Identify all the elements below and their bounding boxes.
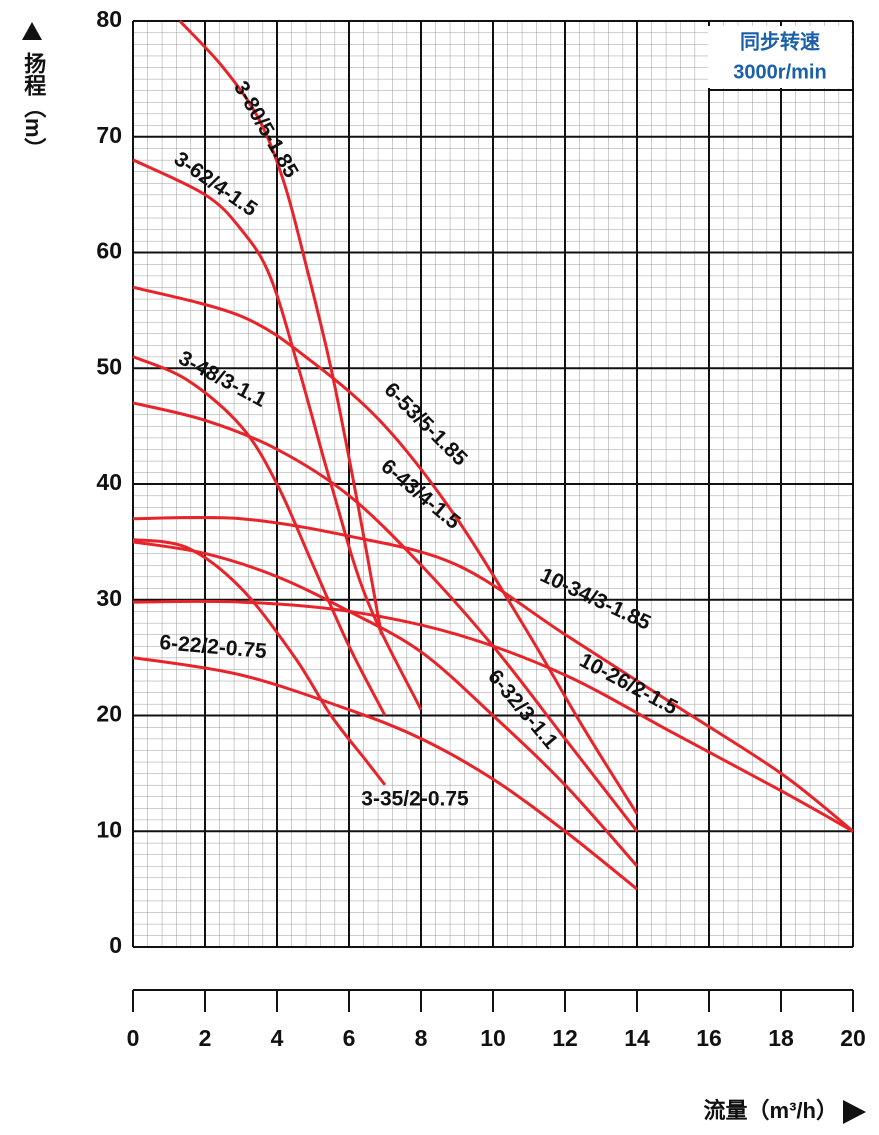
curve (132, 285, 639, 815)
curve (132, 515, 854, 833)
x-tick-label: 4 (271, 1025, 284, 1051)
annotation: 3000r/min (733, 61, 826, 83)
x-tick-label: 8 (415, 1025, 428, 1051)
x-tick-label: 2 (199, 1025, 212, 1051)
x-arrow (843, 1100, 866, 1124)
curve (132, 540, 639, 867)
y-tick-label: 40 (96, 469, 122, 495)
x-tick-label: 14 (624, 1025, 650, 1051)
y-tick-label: 30 (96, 585, 122, 611)
annotation: 同步转速 (740, 29, 820, 53)
curves (132, 19, 854, 891)
x-tick-label: 12 (552, 1025, 578, 1051)
x-tick-label: 0 (127, 1025, 140, 1051)
x-tick-label: 10 (480, 1025, 506, 1051)
y-tick-label: 20 (96, 701, 122, 727)
y-axis-label: 扬程（m） (21, 52, 46, 160)
y-tick-label: 0 (109, 932, 122, 958)
x-axis-label: 流量（m³/h） (704, 1098, 838, 1123)
curve (132, 538, 387, 786)
x-tick-label: 18 (768, 1025, 794, 1051)
x-tick-label: 20 (840, 1025, 866, 1051)
curve (132, 401, 639, 833)
y-tick-label: 70 (96, 122, 122, 148)
x-tick-label: 16 (696, 1025, 722, 1051)
curve (132, 158, 423, 711)
grid (132, 20, 854, 948)
y-tick-label: 80 (96, 6, 122, 32)
curve (132, 656, 638, 891)
x-tick-label: 6 (343, 1025, 356, 1051)
annotation-box (708, 26, 851, 88)
y-tick-label: 60 (96, 238, 122, 264)
curve (132, 355, 387, 717)
y-tick-label: 50 (96, 353, 122, 379)
y-arrow (22, 22, 42, 40)
y-tick-label: 10 (96, 816, 122, 842)
curve-label: 3-35/2-0.75 (361, 788, 469, 811)
curve (178, 19, 383, 635)
